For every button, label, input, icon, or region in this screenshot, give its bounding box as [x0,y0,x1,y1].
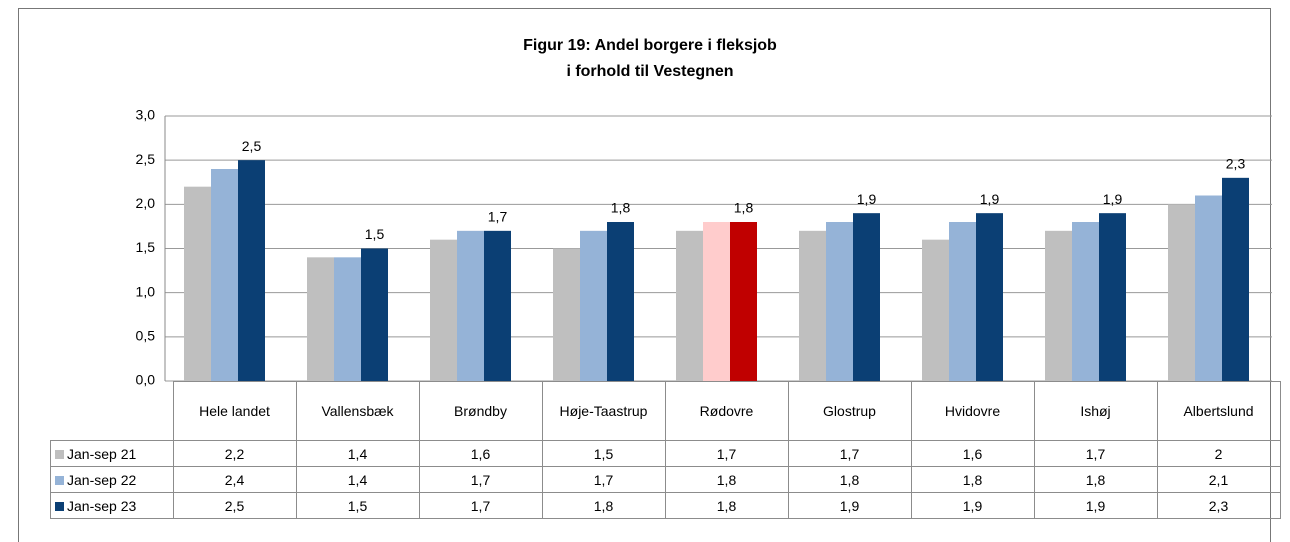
chart-frame [18,8,1271,542]
bar [853,213,880,381]
x-tick-label: Hele landet [172,381,297,441]
bar [949,222,976,381]
y-tick-label: 2,5 [136,151,156,167]
x-tick-label: Albertslund [1156,381,1281,441]
x-tick-label: Glostrup [787,381,912,441]
data-label: 2,3 [1226,156,1246,172]
blank-cell [51,382,174,441]
bar [676,230,703,381]
bar [799,230,826,381]
x-tick-label: Vallensbæk [295,381,420,441]
bar [211,169,238,381]
table-cell: 2,2 [172,440,297,467]
table-cell: 1,7 [1033,440,1158,467]
table-cell: 2 [1156,440,1281,467]
bar [1072,222,1099,381]
bar [1099,213,1126,381]
legend-label: Jan-sep 22 [67,471,137,488]
legend-swatch [55,501,64,511]
legend-label: Jan-sep 21 [67,445,137,462]
bar [484,230,511,381]
category-row: Hele landet Vallensbæk Brøndby Høje-Taastru… [51,381,1281,441]
bar [826,222,853,381]
table-cell: 1,7 [541,466,666,493]
legend-entry: Jan-sep 22 [50,466,174,493]
table-row: Jan-sep 21 2,2 1,4 1,6 1,5 1,7 1,7 1,6 1,7 2 [50,440,1281,467]
data-label: 1,5 [365,226,385,242]
x-tick-label: Rødovre [664,381,789,441]
bar [1222,177,1249,381]
chart-title: i forhold til Vestegnen [566,63,733,80]
x-tick-label: Brøndby [418,381,543,441]
bar [307,257,334,381]
legend-entry: Jan-sep 21 [50,440,174,467]
table-cell: 1,6 [418,440,543,467]
bar [238,160,265,381]
legend-entry: Jan-sep 23 [50,492,174,519]
table-row: Jan-sep 22 2,4 1,4 1,7 1,7 1,8 1,8 1,8 1,8 2,1 [50,466,1281,493]
data-label: 1,9 [1103,191,1123,207]
table-cell: 1,4 [295,440,420,467]
y-tick-label: 0,0 [136,372,156,388]
table-cell: 1,7 [418,492,543,519]
bar [703,222,730,381]
bar [1195,195,1222,381]
table-cell: 1,7 [664,440,789,467]
bar [430,239,457,381]
legend-swatch [55,449,64,459]
table-cell: 1,8 [1033,466,1158,493]
table-cell: 1,9 [1033,492,1158,519]
legend-label: Jan-sep 23 [67,497,137,514]
table-cell: 1,9 [910,492,1035,519]
y-tick-label: 3,0 [136,107,156,123]
bar [580,230,607,381]
bar [1045,230,1072,381]
table-cell: 2,3 [1156,492,1281,519]
legend-swatch [55,475,64,485]
table-cell: 1,5 [541,440,666,467]
bar [334,257,361,381]
table-cell: 1,7 [787,440,912,467]
y-tick-label: 1,0 [136,283,156,299]
table-cell: 1,8 [664,466,789,493]
y-tick-label: 0,5 [136,328,156,344]
table-cell: 1,9 [787,492,912,519]
x-tick-label: Ishøj [1033,381,1158,441]
table-cell: 1,4 [295,466,420,493]
bar [553,248,580,381]
data-label: 1,7 [488,209,508,225]
table-cell: 1,8 [910,466,1035,493]
data-label: 1,8 [734,200,754,216]
table-row: Jan-sep 23 2,5 1,5 1,7 1,8 1,8 1,9 1,9 1,9 2,3 [50,492,1281,519]
table-cell: 1,8 [541,492,666,519]
table-cell: 1,6 [910,440,1035,467]
y-tick-label: 2,0 [136,195,156,211]
bar [361,248,388,381]
table-cell: 1,8 [787,466,912,493]
data-label: 2,5 [242,138,262,154]
x-tick-label: Høje-Taastrup [541,381,666,441]
table-cell: 2,1 [1156,466,1281,493]
bar [1168,204,1195,381]
bar [457,230,484,381]
data-label: 1,9 [980,191,1000,207]
y-tick-label: 1,5 [136,239,156,255]
bar [730,222,757,381]
chart-title: Figur 19: Andel borgere i fleksjob [523,37,777,54]
table-cell: 2,5 [172,492,297,519]
bar [976,213,1003,381]
table-cell: 2,4 [172,466,297,493]
bar [607,222,634,381]
table-cell: 1,5 [295,492,420,519]
data-label: 1,9 [857,191,877,207]
data-label: 1,8 [611,200,631,216]
table-cell: 1,8 [664,492,789,519]
table-cell: 1,7 [418,466,543,493]
bar [184,186,211,381]
x-tick-label: Hvidovre [910,381,1035,441]
data-table: Hele landet Vallensbæk Brøndby Høje-Taastru… [50,381,1281,519]
bar [922,239,949,381]
